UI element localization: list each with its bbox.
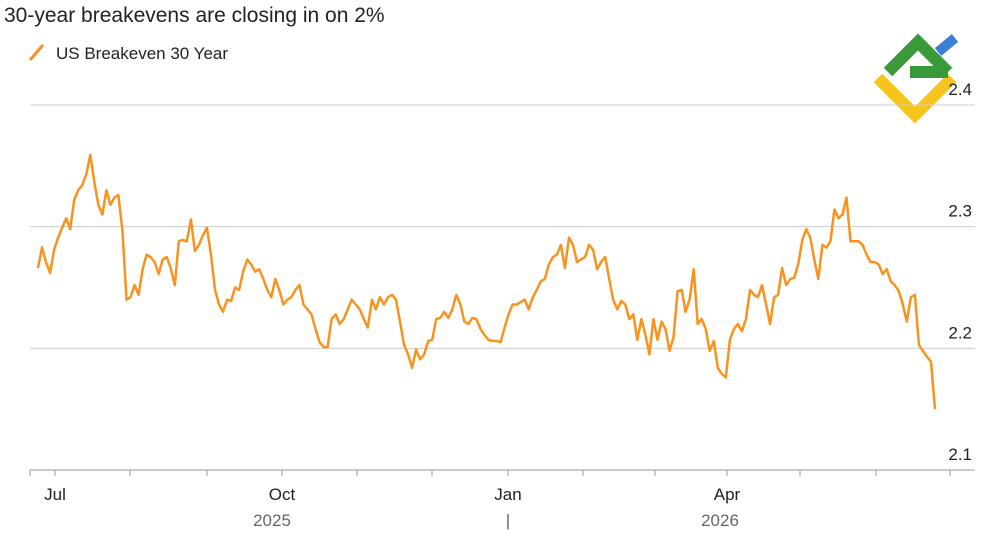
y-tick-label: 2.1 <box>948 445 972 464</box>
chart-title: 30-year breakevens are closing in on 2% <box>4 4 385 27</box>
x-tick-label: Oct <box>269 485 296 504</box>
series-line <box>36 153 937 410</box>
x-year-label: 2025 <box>253 511 291 530</box>
legend-swatch <box>28 44 45 61</box>
legend-label: US Breakeven 30 Year <box>56 44 228 63</box>
x-year-label: 2026 <box>701 511 739 530</box>
x-tick-label: Apr <box>714 485 741 504</box>
logo <box>873 33 959 124</box>
y-tick-label: 2.2 <box>948 323 972 342</box>
x-tick-label: Jul <box>44 485 66 504</box>
y-tick-label: 2.3 <box>948 202 972 221</box>
x-year-label: | <box>506 511 510 530</box>
y-tick-label: 2.4 <box>948 80 972 99</box>
x-tick-label: Jan <box>494 485 521 504</box>
